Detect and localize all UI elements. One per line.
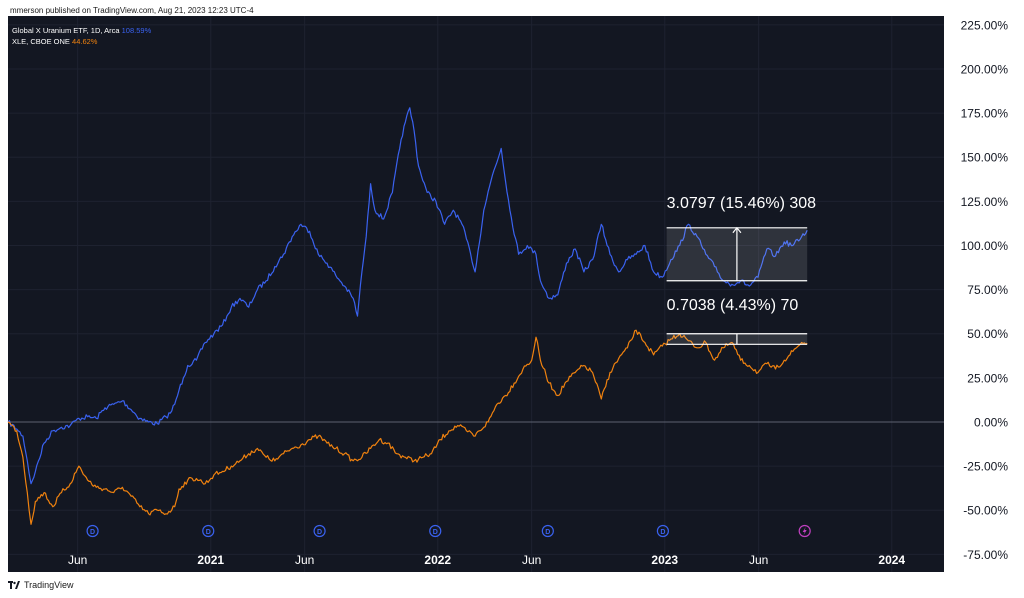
dividend-marker[interactable]: D — [541, 524, 554, 538]
x-tick-label: Jun — [749, 553, 768, 567]
dividend-marker[interactable]: D — [86, 524, 99, 538]
legend-entry-0: Global X Uranium ETF, 1D, Arca 108.59% — [12, 26, 152, 35]
dividend-marker-label: D — [660, 529, 665, 536]
y-tick-label: 150.00% — [961, 151, 1009, 165]
measure-upper-label: 3.0797 (15.46%) 308 — [667, 195, 817, 212]
dividend-marker-circle — [202, 524, 215, 538]
x-tick-label: Jun — [295, 553, 314, 567]
published-by-line: mmerson published on TradingView.com, Au… — [10, 6, 254, 15]
dividend-marker-circle — [541, 524, 554, 538]
y-tick-label: -75.00% — [963, 548, 1008, 562]
y-tick-label: 25.00% — [967, 371, 1008, 385]
y-axis[interactable]: 225.00% 200.00% 175.00% 150.00% 125.00% 100.0… — [961, 18, 1009, 562]
flash-marker-circle — [798, 524, 811, 538]
dividend-marker[interactable]: D — [429, 524, 442, 538]
legend-series-value: 108.59% — [122, 26, 152, 35]
tradingview-logo-icon — [8, 581, 20, 589]
dividend-marker-label: D — [206, 529, 211, 536]
legend-series-name: Global X Uranium ETF, 1D, Arca — [12, 26, 122, 35]
y-tick-label: 225.00% — [961, 18, 1009, 32]
flash-marker-bolt — [802, 527, 807, 535]
x-tick-label: 2021 — [197, 553, 224, 567]
x-tick-label: Jun — [68, 553, 87, 567]
y-tick-label: 50.00% — [967, 327, 1008, 341]
dividend-marker-label: D — [317, 529, 322, 536]
y-tick-label: 75.00% — [967, 283, 1008, 297]
dividend-marker-label: D — [545, 529, 550, 536]
x-tick-label: 2022 — [424, 553, 451, 567]
y-tick-label: 0.00% — [974, 415, 1008, 429]
footer-brand: TradingView — [24, 580, 74, 590]
legend-entry-1: XLE, CBOE ONE 44.62% — [12, 37, 98, 46]
series-line-1 — [7, 329, 808, 525]
dividend-marker-label: D — [433, 529, 438, 536]
y-tick-label: -50.00% — [963, 504, 1008, 518]
x-tick-label: 2024 — [878, 553, 905, 567]
dividend-marker-circle — [656, 524, 669, 538]
dividend-marker-circle — [313, 524, 326, 538]
dividend-marker[interactable]: D — [656, 524, 669, 538]
measure-arrow-head-0 — [732, 226, 742, 234]
y-tick-label: 200.00% — [961, 62, 1009, 76]
measure-tools[interactable]: 3.0797 (15.46%) 308 0.7038 (4.43%) 70 — [666, 195, 817, 345]
y-tick-label: 100.00% — [961, 239, 1009, 253]
x-tick-label: Jun — [522, 553, 541, 567]
dividend-marker-circle — [86, 524, 99, 538]
y-tick-label: -25.00% — [963, 460, 1008, 474]
dividend-marker-label: D — [90, 529, 95, 536]
y-tick-label: 125.00% — [961, 195, 1009, 209]
dividend-marker[interactable]: D — [313, 524, 326, 538]
lightning-icon[interactable] — [798, 524, 811, 538]
legend-series-value: 44.62% — [72, 37, 98, 46]
x-axis[interactable]: Jun 2021 Jun 2022 Jun 2023 Jun 2024 — [68, 553, 905, 567]
series-lines — [7, 107, 808, 525]
x-tick-label: 2023 — [651, 553, 678, 567]
series-line-0 — [7, 107, 808, 485]
dividend-marker-circle — [429, 524, 442, 538]
measure-lower-label: 0.7038 (4.43%) 70 — [667, 297, 799, 314]
dividend-marker[interactable]: D — [202, 524, 215, 538]
plot-background — [8, 16, 944, 572]
legend-series-name: XLE, CBOE ONE — [12, 37, 72, 46]
y-tick-label: 175.00% — [961, 107, 1009, 121]
legend: Global X Uranium ETF, 1D, Arca 108.59% XL… — [12, 26, 152, 46]
footer: TradingView — [8, 580, 74, 590]
